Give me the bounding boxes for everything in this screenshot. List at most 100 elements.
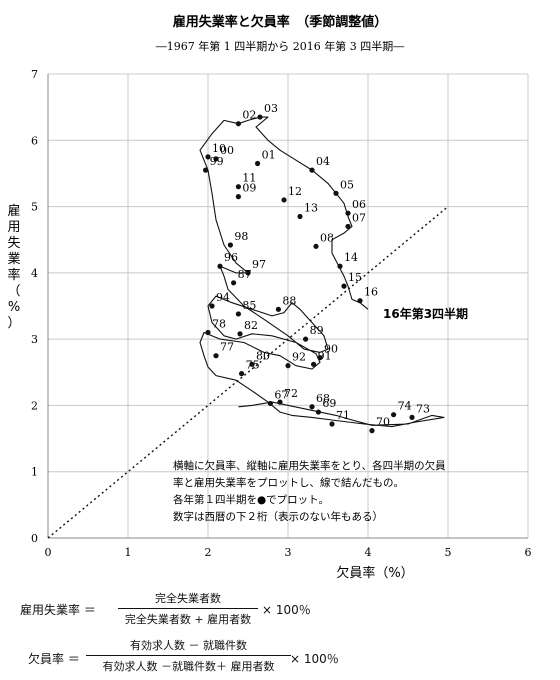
year-label-02: 02 <box>242 109 256 122</box>
y-axis-label-char: 用 <box>7 220 20 235</box>
annotation-line: 横軸に欠員率、縦軸に雇用失業率をとり、各四半期の欠員 <box>173 459 446 472</box>
year-label-08: 08 <box>320 231 334 244</box>
grid <box>47 73 529 539</box>
year-marker-98 <box>227 242 233 248</box>
year-marker-10 <box>205 154 211 160</box>
year-label-67: 67 <box>274 388 288 401</box>
year-marker-80 <box>249 361 255 367</box>
y-axis-label: 雇用失業率（%） <box>7 203 20 331</box>
year-marker-02 <box>235 121 241 127</box>
year-marker-04 <box>309 167 315 173</box>
year-label-09: 09 <box>242 182 256 195</box>
year-label-80: 80 <box>256 349 270 362</box>
chart-svg: 雇用失業率と欠員率 （季節調整値） ―1967 年第 1 四半期から 2016 … <box>7 14 532 581</box>
year-marker-74 <box>391 412 397 418</box>
year-label-05: 05 <box>340 178 354 191</box>
year-marker-77 <box>213 353 219 359</box>
x-tick-label: 1 <box>125 546 132 559</box>
year-marker-96 <box>217 263 223 269</box>
formula-vacancy-times: × 100％ <box>290 652 339 666</box>
y-axis-label-char: 業 <box>7 251 20 267</box>
x-axis-label: 欠員率（%） <box>336 565 413 581</box>
year-marker-00 <box>213 156 219 162</box>
year-label-89: 89 <box>310 324 324 337</box>
year-marker-97 <box>245 270 251 276</box>
year-label-00: 00 <box>220 144 234 157</box>
series-line <box>199 116 445 428</box>
year-marker-05 <box>333 190 339 196</box>
year-label-03: 03 <box>264 102 278 115</box>
year-label-74: 74 <box>398 400 412 413</box>
x-tick-label: 5 <box>445 546 452 559</box>
y-axis-label-char: 率 <box>7 267 20 283</box>
year-marker-69 <box>315 409 321 415</box>
formula-vacancy-numerator: 有効求人数 － 就職件数 <box>130 639 247 652</box>
year-marker-91 <box>311 361 317 367</box>
year-marker-71 <box>329 421 335 427</box>
year-label-06: 06 <box>352 198 366 211</box>
year-label-91: 91 <box>318 349 332 362</box>
x-tick-label: 2 <box>205 546 212 559</box>
year-label-94: 94 <box>216 291 230 304</box>
year-label-92: 92 <box>292 351 306 364</box>
chart-subtitle: ―1967 年第 1 四半期から 2016 年第 3 四半期― <box>156 39 404 53</box>
annotation-line: 各年第１四半期を●でプロット。 <box>173 493 329 506</box>
y-tick-label: 1 <box>31 466 38 479</box>
year-marker-94 <box>209 303 215 309</box>
year-label-85: 85 <box>242 299 256 312</box>
year-label-88: 88 <box>282 294 296 307</box>
y-axis-label-char: 雇 <box>7 203 20 219</box>
year-marker-01 <box>255 160 261 167</box>
y-axis-label-char: 失 <box>7 236 20 251</box>
year-label-77: 77 <box>220 341 234 354</box>
year-marker-06 <box>345 210 351 216</box>
year-marker-67 <box>267 400 273 407</box>
y-axis-label-char: % <box>8 300 20 315</box>
end-label: 16年第3四半期 <box>383 306 468 321</box>
diagonal-reference-line <box>47 206 449 539</box>
year-label-99: 99 <box>210 155 224 168</box>
formula-vacancy-denominator: 有効求人数 －就職件数＋ 雇用者数 <box>102 660 275 673</box>
year-marker-11 <box>235 184 241 190</box>
formula-unemployment-label: 雇用失業率 ＝ <box>20 603 96 617</box>
x-tick-label: 4 <box>365 546 372 559</box>
year-label-87: 87 <box>238 268 252 281</box>
year-marker-08 <box>313 243 319 249</box>
year-marker-15 <box>341 283 347 289</box>
year-label-82: 82 <box>244 319 258 332</box>
y-tick-label: 2 <box>31 399 38 412</box>
year-marker-90 <box>317 355 323 361</box>
year-label-72: 72 <box>284 387 298 400</box>
annotation-block: 横軸に欠員率、縦軸に雇用失業率をとり、各四半期の欠員率と雇用失業率をプロットし、… <box>173 459 446 523</box>
year-marker-12 <box>281 197 287 203</box>
year-label-97: 97 <box>252 258 266 271</box>
year-label-73: 73 <box>416 402 430 415</box>
year-label-98: 98 <box>234 230 248 243</box>
year-label-01: 01 <box>262 148 276 161</box>
y-tick-label: 3 <box>31 333 38 346</box>
year-marker-75 <box>239 371 245 377</box>
y-tick-label: 7 <box>31 68 38 81</box>
y-axis-label-char: （ <box>7 284 20 299</box>
y-tick-label: 5 <box>31 201 38 214</box>
year-label-15: 15 <box>348 271 362 284</box>
year-label-07: 07 <box>352 211 366 224</box>
annotation-line: 率と雇用失業率をプロットし、線で結んだもの。 <box>173 476 404 489</box>
year-label-04: 04 <box>316 155 330 168</box>
year-marker-82 <box>237 331 243 337</box>
year-label-12: 12 <box>288 185 302 198</box>
year-label-71: 71 <box>336 409 350 422</box>
year-marker-13 <box>297 213 303 220</box>
formula-unemployment-denominator: 完全失業者数 + 雇用者数 <box>124 613 252 626</box>
year-label-11: 11 <box>242 172 256 185</box>
fraction-bar <box>86 655 291 656</box>
year-marker-88 <box>275 306 281 312</box>
year-marker-16 <box>357 298 363 304</box>
x-tick-label: 0 <box>45 546 52 559</box>
year-marker-85 <box>235 311 241 317</box>
year-label-90: 90 <box>324 343 338 356</box>
year-label-13: 13 <box>304 202 318 215</box>
year-marker-99 <box>203 167 209 173</box>
